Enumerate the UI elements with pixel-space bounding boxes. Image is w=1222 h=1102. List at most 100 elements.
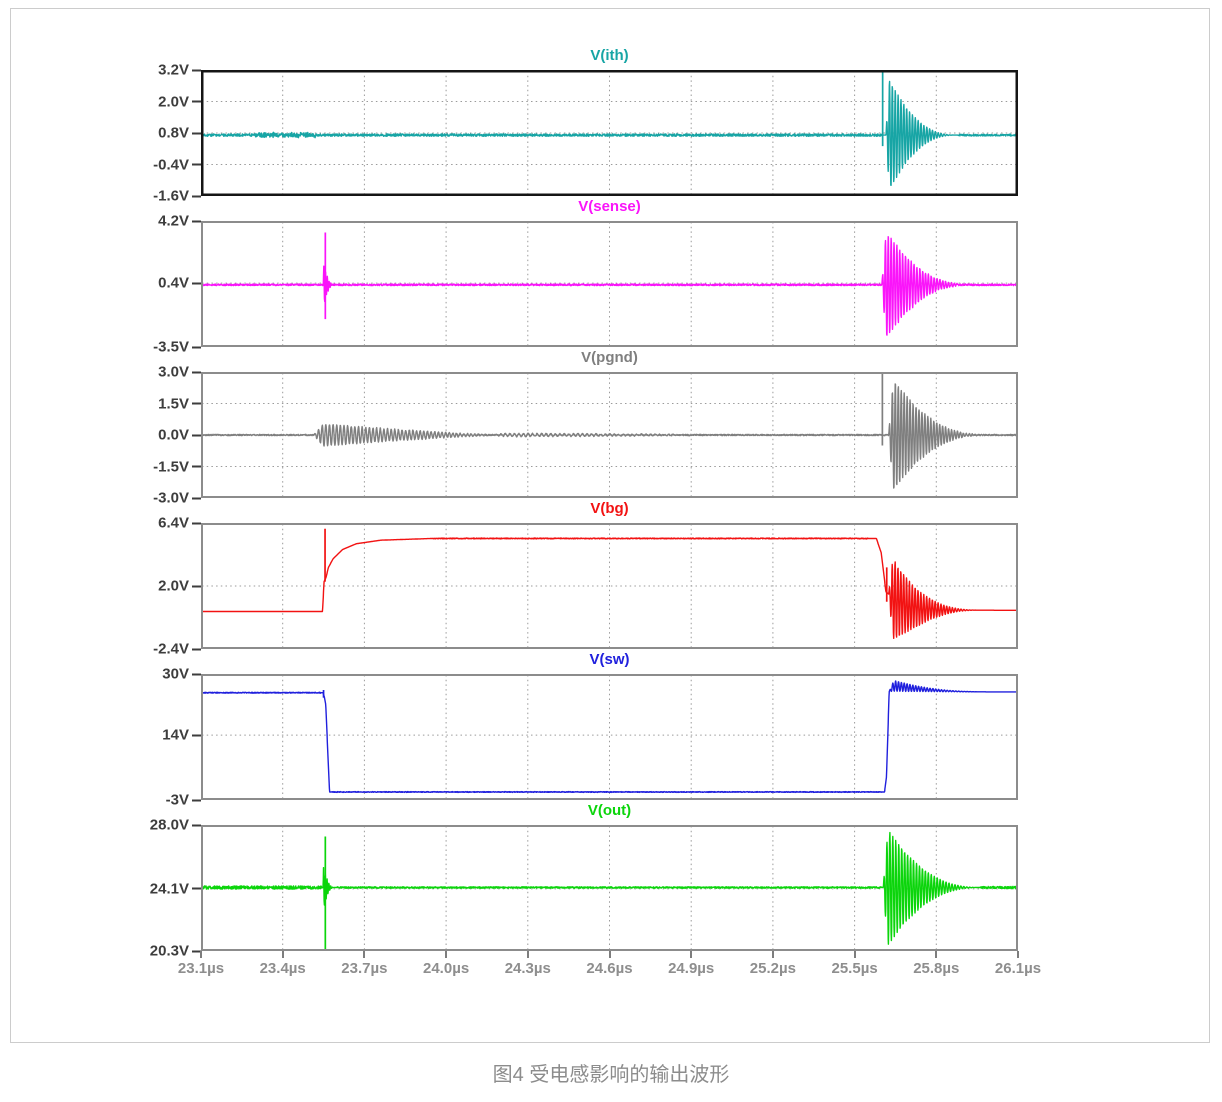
figure-caption: 图4 受电感影响的输出波形 [492,1064,730,1086]
y-tick-mark [192,100,201,103]
x-tick-mark [281,951,284,958]
waveform-plot-vpgnd [201,372,1018,498]
y-tick-text: 2.0V [158,577,189,595]
panel-body: 6.4V 2.0V -2.4V [11,515,1209,658]
y-tick-mark [192,950,201,952]
y-tick-mark [192,282,201,285]
y-tick-text: -1.6V [153,187,189,205]
plot-border [201,674,1018,800]
y-tick-label: -3V [166,792,201,809]
y-tick-label: 24.1V [150,880,201,897]
y-tick-text: 6.4V [158,514,189,532]
x-tick-label: 24.9µs [668,960,715,977]
y-tick-label: -1.5V [153,458,201,475]
y-tick-text: 0.8V [158,124,189,142]
panel-body: 3.2V 2.0V 0.8V -0.4V -1.6V [11,62,1209,205]
x-tick-label: 24.0µs [423,960,470,977]
y-tick-mark [192,673,201,675]
y-tick-text: 2.0V [158,93,189,110]
x-axis: 23.1µs 23.4µs 23.7µs 24.0µs 24.3µs 24.6µs 24.9… [178,951,1041,989]
panel-body: 4.2V 0.4V -3.5V [11,213,1209,356]
x-tick-label: 25.2µs [749,960,796,977]
y-axis-labels: 4.2V 0.4V -3.5V [11,213,201,356]
x-tick-label: 23.7µs [341,960,388,977]
y-tick-text: 0.4V [158,274,189,292]
plot-border [201,825,1018,951]
y-axis-labels: 6.4V 2.0V -2.4V [11,515,201,658]
y-tick-label: -3.0V [153,490,201,507]
y-tick-mark [192,465,201,468]
y-tick-label: 6.4V [158,515,201,532]
plot-border [201,70,1018,196]
y-tick-label: 1.5V [158,395,201,412]
y-tick-label: 2.0V [158,93,201,110]
x-tick-mark [771,951,774,958]
waveform-plot-vout [201,825,1018,951]
y-tick-label: -0.4V [153,156,201,173]
waveform-plot-vith [201,70,1018,196]
panel-body: 30V 14V -3V [11,666,1209,809]
y-tick-mark [192,648,201,650]
x-tick-mark [526,951,529,958]
y-tick-mark [192,887,201,890]
waveform-plot-vsw [201,674,1018,800]
panel-title: V(pgnd) [581,349,638,366]
x-tick-label: 25.8µs [913,960,960,977]
plot-border [201,372,1018,498]
y-tick-label: 30V [162,666,201,683]
y-tick-text: -1.5V [153,458,189,475]
x-tick-mark [935,951,938,958]
y-tick-label: 0.0V [158,427,201,444]
y-tick-mark [192,163,201,166]
y-tick-mark [192,824,201,826]
y-tick-text: 14V [162,726,189,744]
y-axis-labels: 28.0V 24.1V 20.3V [11,817,201,960]
x-tick-mark [690,951,693,958]
x-tick-mark [1017,951,1019,958]
y-tick-mark [192,132,201,134]
panel-title: V(sense) [578,198,641,215]
panel-row: V(sense) 4.2V 0.4V -3.5V [11,196,1209,356]
y-tick-text: 28.0V [149,816,189,834]
trace-path [201,537,1018,639]
x-tick-mark [200,951,202,958]
x-tick-mark [363,951,366,958]
y-tick-label: -3.5V [153,339,201,356]
y-tick-label: 3.2V [158,62,201,79]
y-tick-mark [192,346,201,348]
y-tick-label: 28.0V [150,817,201,834]
trace-path [201,236,1018,336]
waveform-plot-vbg [201,523,1018,649]
panel-row: V(bg) 6.4V 2.0V -2.4V [11,498,1209,658]
y-tick-label: -2.4V [153,641,201,658]
y-tick-label: 0.8V [158,125,201,142]
y-tick-label: 14V [162,727,201,744]
panel-body: 3.0V 1.5V 0.0V -1.5V -3.0V [11,364,1209,507]
x-tick-label: 25.5µs [831,960,878,977]
trace-path [201,680,1018,794]
y-tick-mark [192,799,201,801]
x-tick-label: 24.6µs [586,960,633,977]
y-tick-text: 3.2V [158,61,189,79]
x-tick-mark [608,951,611,958]
y-tick-text: 30V [162,665,189,683]
y-tick-label: 20.3V [150,943,201,960]
y-tick-text: 0.0V [158,426,189,444]
panel-row: V(sw) 30V 14V -3V [11,649,1209,809]
y-tick-label: 0.4V [158,275,201,292]
trace-path [201,831,1018,945]
figure-frame: V(ith) 3.2V 2.0V 0.8V -0.4V -1.6V V(sense) 4.2V… [10,8,1210,1043]
y-tick-mark [192,434,201,436]
x-tick-label: 24.3µs [504,960,551,977]
x-tick-mark [853,951,856,958]
y-tick-mark [192,497,201,499]
panel-row: V(ith) 3.2V 2.0V 0.8V -0.4V -1.6V [11,45,1209,205]
panel-title: V(sw) [589,651,630,668]
y-tick-mark [192,402,201,405]
panel-row: V(pgnd) 3.0V 1.5V 0.0V -1.5V -3.0V [11,347,1209,507]
y-tick-mark [192,522,201,524]
x-tick-label: 26.1µs [994,960,1042,977]
y-tick-text: 4.2V [158,212,189,230]
y-axis-labels: 3.2V 2.0V 0.8V -0.4V -1.6V [11,62,201,205]
